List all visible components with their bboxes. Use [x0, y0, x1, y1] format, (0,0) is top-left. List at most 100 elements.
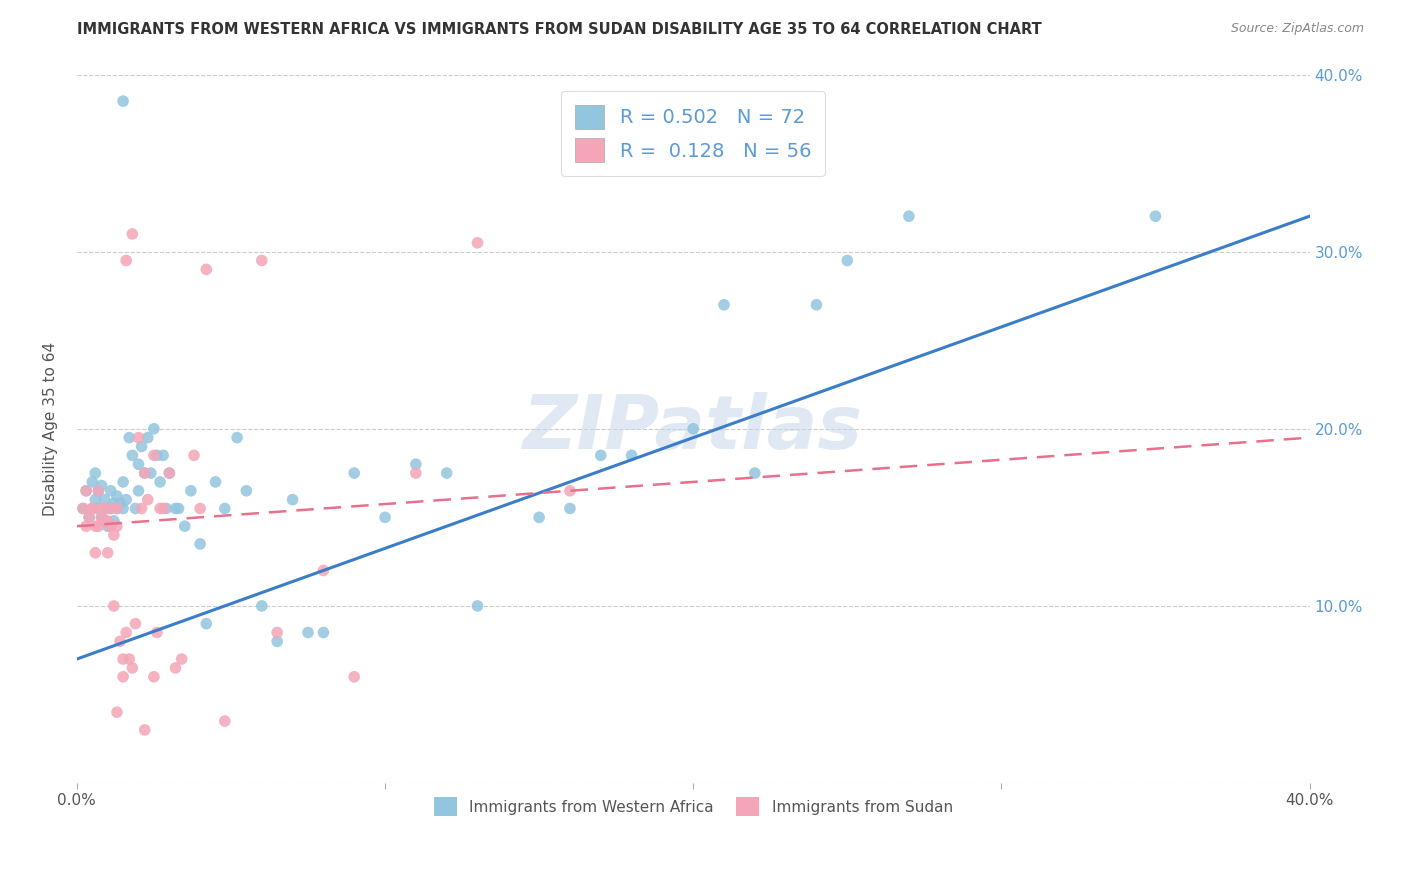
- Point: [527, 510, 550, 524]
- Point: [146, 448, 169, 462]
- Point: [165, 661, 187, 675]
- Point: [112, 652, 135, 666]
- Point: [105, 501, 128, 516]
- Point: [93, 501, 115, 516]
- Point: [195, 616, 218, 631]
- Point: [93, 514, 115, 528]
- Point: [82, 501, 104, 516]
- Point: [173, 519, 195, 533]
- Point: [97, 546, 120, 560]
- Point: [142, 422, 165, 436]
- Point: [897, 209, 920, 223]
- Point: [90, 510, 112, 524]
- Point: [134, 723, 156, 737]
- Point: [112, 501, 135, 516]
- Point: [374, 510, 396, 524]
- Text: IMMIGRANTS FROM WESTERN AFRICA VS IMMIGRANTS FROM SUDAN DISABILITY AGE 35 TO 64 : IMMIGRANTS FROM WESTERN AFRICA VS IMMIGR…: [77, 22, 1042, 37]
- Point: [165, 501, 187, 516]
- Point: [405, 466, 427, 480]
- Point: [157, 466, 180, 480]
- Point: [82, 475, 104, 489]
- Point: [100, 501, 122, 516]
- Point: [90, 510, 112, 524]
- Point: [77, 510, 100, 524]
- Point: [128, 431, 150, 445]
- Text: ZIPatlas: ZIPatlas: [523, 392, 863, 466]
- Point: [214, 501, 236, 516]
- Point: [134, 466, 156, 480]
- Point: [558, 501, 581, 516]
- Point: [97, 519, 120, 533]
- Point: [149, 475, 172, 489]
- Point: [82, 501, 104, 516]
- Point: [183, 448, 205, 462]
- Point: [97, 501, 120, 516]
- Point: [112, 94, 135, 108]
- Point: [90, 478, 112, 492]
- Point: [744, 466, 766, 480]
- Point: [312, 625, 335, 640]
- Point: [620, 448, 643, 462]
- Point: [136, 492, 159, 507]
- Point: [235, 483, 257, 498]
- Point: [90, 501, 112, 516]
- Point: [93, 492, 115, 507]
- Point: [266, 625, 288, 640]
- Point: [87, 483, 110, 498]
- Point: [100, 501, 122, 516]
- Point: [100, 483, 122, 498]
- Point: [118, 652, 141, 666]
- Point: [170, 652, 193, 666]
- Point: [103, 599, 125, 613]
- Point: [343, 670, 366, 684]
- Point: [103, 528, 125, 542]
- Point: [152, 501, 174, 516]
- Point: [115, 492, 138, 507]
- Point: [103, 496, 125, 510]
- Point: [72, 501, 94, 516]
- Point: [121, 661, 143, 675]
- Point: [87, 483, 110, 498]
- Point: [84, 519, 107, 533]
- Text: Source: ZipAtlas.com: Source: ZipAtlas.com: [1230, 22, 1364, 36]
- Point: [131, 501, 153, 516]
- Point: [467, 235, 489, 250]
- Point: [682, 422, 704, 436]
- Point: [87, 519, 110, 533]
- Point: [806, 298, 828, 312]
- Point: [188, 501, 211, 516]
- Point: [84, 492, 107, 507]
- Point: [436, 466, 458, 480]
- Point: [250, 253, 273, 268]
- Point: [297, 625, 319, 640]
- Point: [112, 670, 135, 684]
- Point: [139, 466, 162, 480]
- Point: [195, 262, 218, 277]
- Point: [467, 599, 489, 613]
- Point: [84, 546, 107, 560]
- Point: [72, 501, 94, 516]
- Y-axis label: Disability Age 35 to 64: Disability Age 35 to 64: [44, 342, 58, 516]
- Point: [142, 670, 165, 684]
- Point: [121, 448, 143, 462]
- Point: [226, 431, 249, 445]
- Point: [167, 501, 190, 516]
- Point: [146, 625, 169, 640]
- Point: [204, 475, 226, 489]
- Point: [343, 466, 366, 480]
- Point: [84, 466, 107, 480]
- Point: [149, 501, 172, 516]
- Point: [108, 496, 131, 510]
- Point: [134, 466, 156, 480]
- Point: [157, 466, 180, 480]
- Point: [103, 514, 125, 528]
- Point: [97, 514, 120, 528]
- Point: [115, 625, 138, 640]
- Point: [118, 431, 141, 445]
- Point: [75, 483, 97, 498]
- Point: [87, 501, 110, 516]
- Point: [250, 599, 273, 613]
- Point: [105, 489, 128, 503]
- Point: [589, 448, 612, 462]
- Point: [713, 298, 735, 312]
